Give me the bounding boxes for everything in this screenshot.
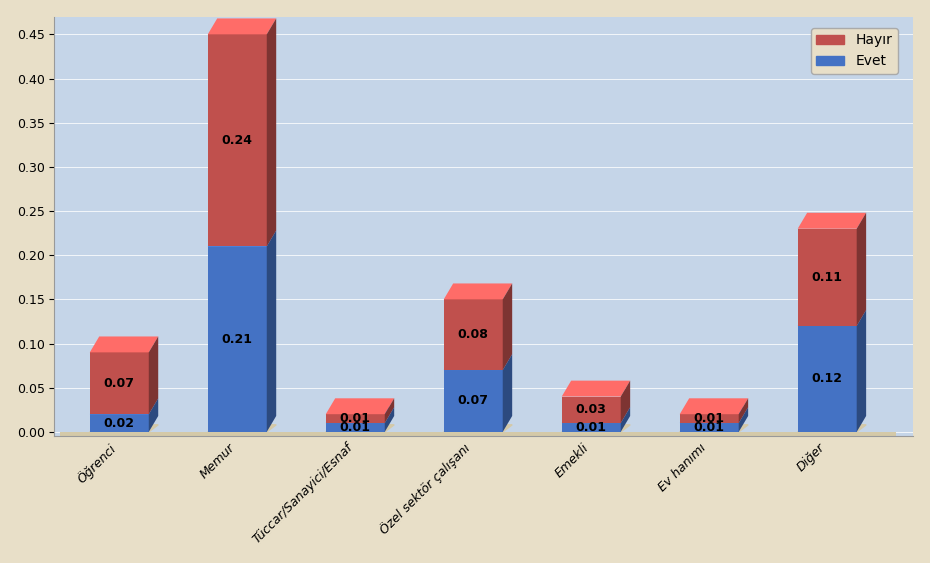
Bar xyxy=(444,300,503,370)
Bar xyxy=(680,414,738,423)
Bar xyxy=(562,396,620,423)
Text: 0.01: 0.01 xyxy=(576,421,606,434)
Polygon shape xyxy=(90,337,158,352)
Bar xyxy=(60,432,896,439)
Polygon shape xyxy=(738,407,748,432)
Polygon shape xyxy=(444,283,512,300)
Legend: Hayır, Evet: Hayır, Evet xyxy=(811,28,897,74)
Polygon shape xyxy=(562,407,631,423)
Polygon shape xyxy=(207,425,276,432)
Polygon shape xyxy=(90,425,158,432)
Polygon shape xyxy=(207,19,276,34)
Bar xyxy=(798,229,857,326)
Bar xyxy=(207,247,267,432)
Text: 0.07: 0.07 xyxy=(104,377,135,390)
Text: 0.01: 0.01 xyxy=(339,412,371,425)
Polygon shape xyxy=(620,381,631,423)
Text: 0.07: 0.07 xyxy=(458,395,489,408)
Polygon shape xyxy=(857,213,866,326)
Polygon shape xyxy=(326,407,394,423)
Polygon shape xyxy=(385,407,394,432)
Polygon shape xyxy=(90,398,158,414)
Bar xyxy=(798,326,857,432)
Polygon shape xyxy=(798,213,866,229)
Text: 0.01: 0.01 xyxy=(694,412,724,425)
Bar xyxy=(680,423,738,432)
Polygon shape xyxy=(857,310,866,432)
Polygon shape xyxy=(267,19,276,247)
Polygon shape xyxy=(620,407,631,432)
Polygon shape xyxy=(326,398,394,414)
Polygon shape xyxy=(207,230,276,247)
Polygon shape xyxy=(385,398,394,423)
Polygon shape xyxy=(680,398,748,414)
Bar xyxy=(90,414,149,432)
Polygon shape xyxy=(798,425,866,432)
Text: 0.01: 0.01 xyxy=(694,421,724,434)
Text: 0.12: 0.12 xyxy=(812,372,843,385)
Bar xyxy=(562,423,620,432)
Polygon shape xyxy=(503,354,512,432)
Polygon shape xyxy=(798,310,866,326)
Polygon shape xyxy=(326,425,394,432)
Bar xyxy=(90,352,149,414)
Polygon shape xyxy=(267,230,276,432)
Text: 0.02: 0.02 xyxy=(104,417,135,430)
Text: 0.21: 0.21 xyxy=(221,333,253,346)
Polygon shape xyxy=(444,354,512,370)
Bar xyxy=(207,34,267,247)
Bar xyxy=(326,414,385,423)
Bar xyxy=(444,370,503,432)
Text: 0.11: 0.11 xyxy=(812,271,843,284)
Polygon shape xyxy=(562,381,631,396)
Polygon shape xyxy=(680,425,748,432)
Polygon shape xyxy=(444,425,512,432)
Polygon shape xyxy=(562,425,631,432)
Polygon shape xyxy=(503,283,512,370)
Polygon shape xyxy=(149,337,158,414)
Polygon shape xyxy=(680,407,748,423)
Text: 0.24: 0.24 xyxy=(221,134,253,147)
Polygon shape xyxy=(149,398,158,432)
Polygon shape xyxy=(738,398,748,423)
Text: 0.01: 0.01 xyxy=(339,421,371,434)
Text: 0.03: 0.03 xyxy=(576,403,606,416)
Text: 0.08: 0.08 xyxy=(458,328,488,341)
Bar xyxy=(326,423,385,432)
